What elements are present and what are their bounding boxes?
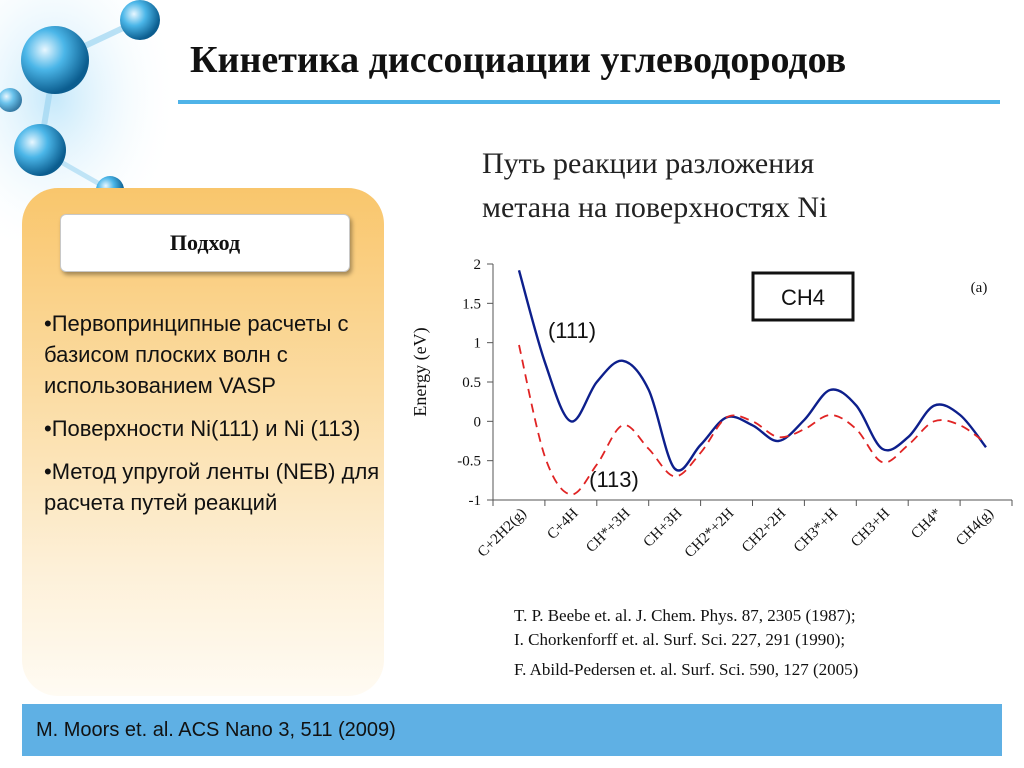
ch4-label: CH4 bbox=[781, 285, 825, 310]
y-tick-label: -0.5 bbox=[457, 454, 481, 470]
x-tick-label: CH*+3H bbox=[583, 505, 633, 555]
y-tick-label: 0 bbox=[474, 414, 482, 430]
footer-citation: M. Moors et. al. ACS Nano 3, 511 (2009) bbox=[36, 718, 396, 741]
y-tick-label: -1 bbox=[469, 493, 482, 509]
chart-series bbox=[517, 269, 987, 496]
slide-title: Кинетика диссоциации углеводородов bbox=[190, 39, 847, 81]
x-tick-label: CH4(g) bbox=[953, 506, 997, 550]
x-tick-label: C+2H2(g) bbox=[475, 506, 530, 561]
x-tick-label: CH3+H bbox=[848, 505, 893, 550]
y-tick-label: 1.5 bbox=[462, 296, 481, 312]
energy-chart: 21.510.50-0.5-1 C+2H2(g) C+4H CH*+3H CH+3HC… bbox=[410, 257, 1013, 561]
approach-bullets: •Первопринципные расчеты с базисом плоск… bbox=[44, 308, 380, 530]
title-underline bbox=[178, 100, 1000, 104]
panel-label: (a) bbox=[971, 280, 988, 296]
bullet-item: •Метод упругой ленты (NEB) для расчета п… bbox=[44, 459, 380, 515]
reference-item: F. Abild-Pedersen et. al. Surf. Sci. 590… bbox=[514, 660, 859, 679]
x-tick-label: CH2*+2H bbox=[682, 505, 738, 561]
subtitle-line-1: Путь реакции разложения bbox=[482, 147, 815, 180]
bullet-item: •Поверхности Ni(111) и Ni (113) bbox=[44, 416, 361, 441]
y-tick-label: 2 bbox=[474, 257, 482, 273]
bullet-item: •Первопринципные расчеты с базисом плоск… bbox=[44, 311, 349, 398]
series-line-111 bbox=[517, 269, 987, 472]
reference-item: T. P. Beebe et. al. J. Chem. Phys. 87, 2… bbox=[514, 606, 856, 625]
footer-citation-bar: M. Moors et. al. ACS Nano 3, 511 (2009) bbox=[22, 704, 1002, 756]
approach-header: Подход bbox=[60, 214, 350, 272]
y-tick-label: 0.5 bbox=[462, 375, 481, 391]
series-label-113: (113) bbox=[589, 467, 639, 492]
x-tick-label: CH+3H bbox=[640, 505, 685, 550]
y-tick-label: 1 bbox=[474, 336, 482, 352]
approach-panel bbox=[22, 188, 384, 696]
y-tick-labels: 2 1.5 1 0.5 0 -0.5 -1 bbox=[457, 257, 481, 509]
x-tick-label: CH2+2H bbox=[739, 505, 789, 555]
x-tick-label: CH4* bbox=[908, 506, 945, 543]
y-axis-label: Energy (eV) bbox=[410, 327, 431, 416]
x-tick-label: C+4H bbox=[544, 505, 581, 542]
chart-axes bbox=[487, 263, 1013, 506]
series-label-111: (111) bbox=[548, 318, 596, 343]
chart-subtitle: Путь реакции разложения метана на поверх… bbox=[482, 142, 982, 230]
x-tick-label: CH3*+H bbox=[791, 505, 841, 555]
reference-item: I. Chorkenforff et. al. Surf. Sci. 227, … bbox=[514, 630, 846, 649]
ch4-label-box bbox=[751, 271, 855, 322]
references: T. P. Beebe et. al. J. Chem. Phys. 87, 2… bbox=[514, 604, 1014, 682]
subtitle-line-2: метана на поверхностях Ni bbox=[482, 191, 828, 224]
